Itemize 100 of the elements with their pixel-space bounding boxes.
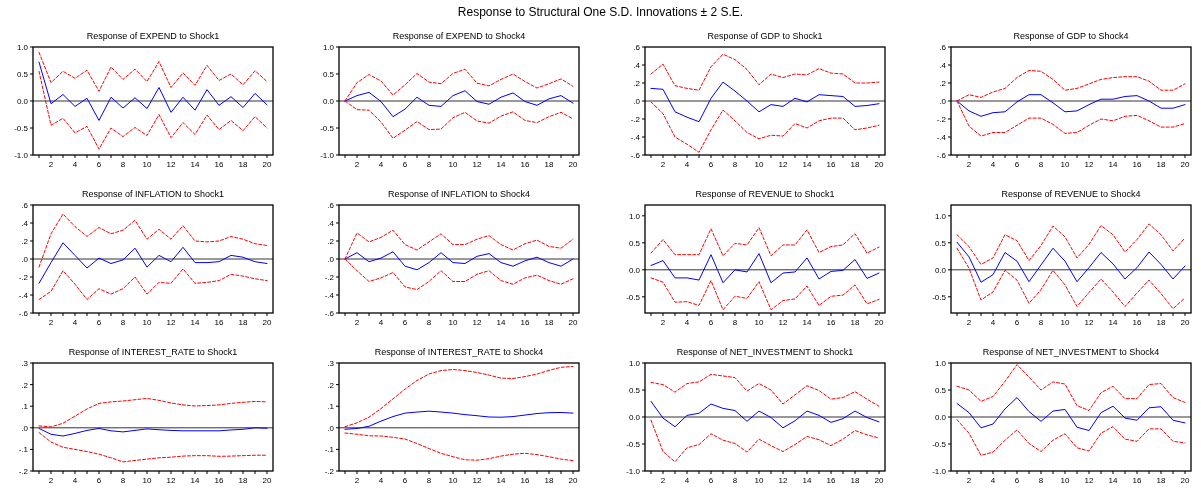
y-tick-label: -.6	[936, 151, 947, 160]
y-tick-label: 1.0	[628, 359, 641, 368]
x-tick-label: 10	[448, 160, 458, 169]
y-tick-label: -.6	[324, 309, 335, 318]
x-tick-label: 6	[96, 160, 102, 169]
x-tick-label: 18	[850, 318, 860, 327]
x-tick-label: 12	[1084, 318, 1094, 327]
x-tick-label: 18	[238, 318, 248, 327]
chart-title: Response of EXPEND to Shock4	[392, 31, 526, 41]
y-tick-label: 1.0	[628, 211, 641, 221]
x-tick-label: 6	[96, 476, 102, 485]
y-tick-label: .2	[939, 79, 947, 88]
text: Response to Structural One S.D. Innovations ± 2 S.E.	[457, 5, 744, 19]
line-series	[956, 247, 1186, 310]
line-series	[38, 397, 268, 428]
x-tick-label: 2	[660, 476, 666, 485]
x-tick-label: 12	[778, 318, 788, 327]
y-tick-label: -1.0	[320, 151, 335, 160]
y-tick-label: 0.5	[16, 70, 29, 79]
x-tick-label: 12	[1084, 476, 1094, 485]
x-tick-label: 20	[262, 476, 272, 485]
x-tick-label: 18	[544, 476, 554, 485]
x-tick-label: 12	[166, 476, 176, 485]
x-tick-label: 4	[684, 160, 690, 169]
line-series	[38, 268, 268, 300]
x-tick-label: 6	[708, 476, 714, 485]
y-tick-label: 1.0	[934, 359, 947, 368]
x-tick-label: 8	[426, 318, 432, 327]
x-tick-label: 4	[990, 160, 996, 169]
line-series	[38, 242, 268, 284]
x-tick-label: 2	[354, 160, 360, 169]
y-tick-label: .4	[21, 219, 29, 228]
x-tick-label: 16	[214, 476, 224, 485]
y-tick-label: 0.0	[628, 265, 641, 275]
x-tick-label: 16	[1132, 318, 1142, 327]
x-tick-label: 16	[214, 160, 224, 169]
line-series	[956, 397, 1186, 431]
y-tick-label: -.2	[630, 115, 641, 124]
y-tick-label: -0.5	[14, 124, 29, 133]
x-tick-label: 14	[190, 160, 200, 169]
x-tick-label: 8	[732, 160, 738, 169]
line-series	[650, 227, 880, 257]
y-tick-label: 0.5	[934, 386, 947, 395]
x-tick-label: 12	[778, 476, 788, 485]
x-tick-label: 16	[520, 476, 530, 485]
x-tick-label: 18	[1156, 160, 1166, 169]
y-tick-label: .1	[21, 402, 29, 412]
x-tick-label: 6	[402, 160, 408, 169]
y-tick-label: -0.5	[626, 440, 641, 449]
x-tick-label: 14	[802, 318, 812, 327]
x-tick-label: 6	[1014, 160, 1020, 169]
line-series	[38, 61, 268, 121]
x-tick-label: 12	[166, 318, 176, 327]
x-tick-label: 10	[1060, 318, 1070, 327]
x-tick-label: 8	[1038, 476, 1044, 485]
y-tick-label: 0.5	[934, 238, 947, 248]
x-tick-label: 4	[990, 476, 996, 485]
y-tick-label: -.2	[324, 467, 335, 476]
y-tick-label: -1.0	[932, 467, 947, 476]
x-tick-label: 20	[874, 318, 884, 327]
y-tick-label: .2	[21, 237, 29, 246]
y-tick-label: -.4	[18, 291, 29, 300]
line-series	[38, 432, 268, 463]
x-tick-label: 14	[190, 318, 200, 327]
x-tick-label: 4	[684, 476, 690, 485]
x-tick-label: 20	[874, 160, 884, 169]
x-tick-label: 16	[520, 160, 530, 169]
x-tick-label: 8	[120, 318, 126, 327]
y-tick-label: .3	[327, 359, 335, 368]
x-tick-label: 6	[96, 318, 102, 327]
x-tick-label: 8	[1038, 160, 1044, 169]
x-tick-label: 20	[874, 476, 884, 485]
x-tick-label: 8	[120, 476, 126, 485]
chart-title: Response of REVENUE to Shock1	[695, 189, 835, 199]
x-tick-label: 18	[544, 160, 554, 169]
x-tick-label: 2	[966, 160, 972, 169]
y-tick-label: -.4	[630, 133, 641, 142]
chart-title: Response of INFLATION to Shock1	[82, 189, 224, 199]
y-tick-label: -.6	[18, 309, 29, 318]
x-tick-label: 10	[142, 160, 152, 169]
y-tick-label: .4	[939, 61, 947, 70]
x-tick-label: 20	[262, 318, 272, 327]
y-tick-label: .2	[633, 79, 641, 88]
x-tick-label: 20	[262, 160, 272, 169]
line-series	[650, 53, 880, 91]
chart-title: Response of GDP to Shock1	[707, 31, 823, 41]
y-tick-label: .6	[633, 43, 641, 52]
y-tick-label: -.4	[324, 291, 335, 300]
x-tick-label: 2	[354, 318, 360, 327]
y-tick-label: -0.5	[320, 124, 335, 133]
x-tick-label: 2	[966, 476, 972, 485]
chart-title: Response of INTEREST_RATE to Shock1	[68, 347, 238, 357]
y-tick-label: 0.0	[322, 97, 335, 106]
x-tick-label: 18	[1156, 318, 1166, 327]
y-tick-label: .0	[327, 423, 335, 433]
y-tick-label: .0	[21, 423, 29, 433]
x-tick-label: 2	[660, 160, 666, 169]
x-tick-label: 20	[1180, 476, 1190, 485]
chart-title: Response of EXPEND to Shock1	[86, 31, 220, 41]
x-tick-label: 2	[48, 476, 54, 485]
